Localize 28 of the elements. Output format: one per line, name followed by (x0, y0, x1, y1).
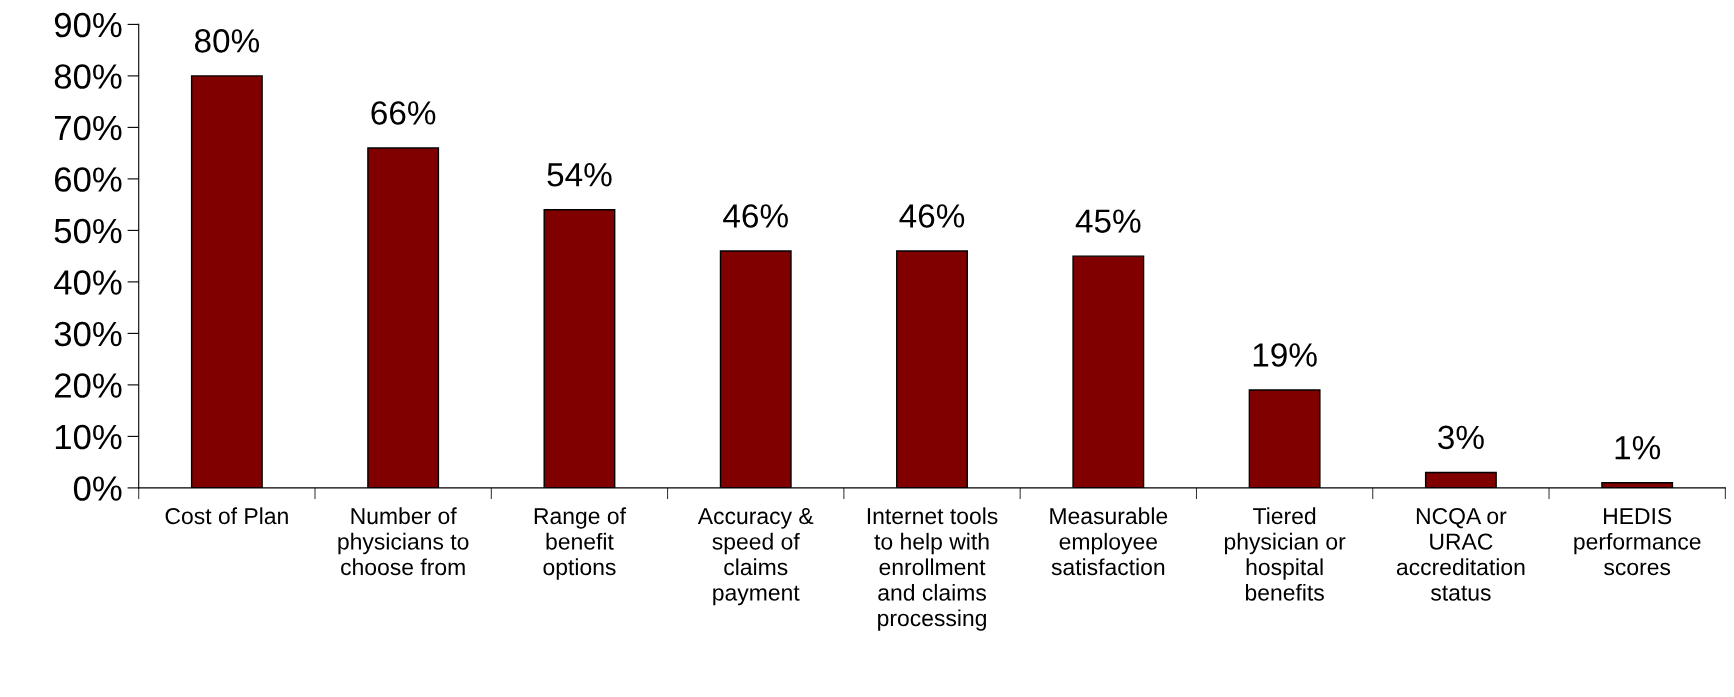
x-tick-label: Cost of Plan (165, 507, 288, 525)
data-label: 46% (899, 204, 965, 228)
data-label: 80% (194, 29, 260, 53)
y-tick-label: 80% (54, 64, 122, 89)
data-label: 45% (1075, 209, 1141, 233)
y-tick-label: 70% (55, 115, 122, 141)
x-tick-label: HEDIS performance scores (1574, 507, 1701, 576)
y-tick-label: 30% (54, 321, 122, 347)
data-label: 54% (547, 163, 612, 187)
y-tick-label: 20% (55, 373, 122, 398)
x-tick-label: Internet tools to help with enrollment and claims processing (867, 507, 998, 631)
y-tick-label: 0% (73, 476, 122, 501)
data-label: 1% (1615, 436, 1661, 460)
y-tick-label: 10% (55, 424, 122, 450)
y-tick-label: 40% (54, 270, 122, 295)
data-label: 3% (1438, 425, 1484, 450)
y-tick-label: 50% (54, 218, 122, 244)
data-label: 46% (723, 204, 788, 228)
x-tick-label: Measurable employee satisfaction (1050, 507, 1168, 576)
data-label: 66% (371, 101, 436, 125)
data-label: 19% (1253, 343, 1317, 367)
x-tick-label: Accuracy & speed of claims payment (697, 508, 814, 606)
x-tick-label: Tiered physician or hospital benefits (1224, 507, 1346, 601)
x-tick-label: NCQA or URAC accreditation status (1396, 507, 1525, 601)
x-tick-label: Range of benefit options (534, 507, 626, 580)
x-tick-label: Number of physicians to choose from (338, 507, 469, 576)
y-tick-label: 60% (55, 167, 122, 192)
y-tick-label: 90% (54, 12, 122, 38)
